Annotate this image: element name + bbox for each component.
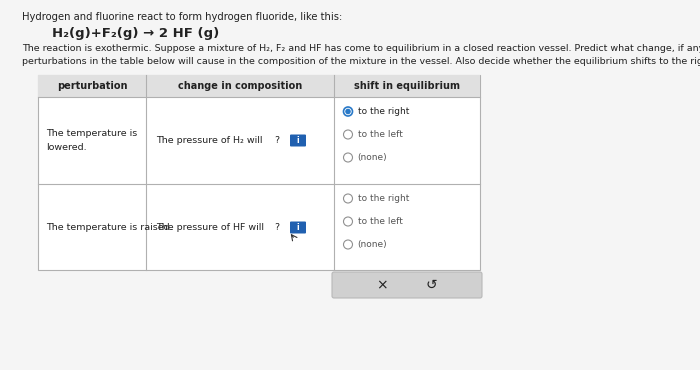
Text: lowered.: lowered. xyxy=(46,143,87,152)
Circle shape xyxy=(344,153,353,162)
FancyBboxPatch shape xyxy=(290,222,306,233)
Text: perturbations in the table below will cause in the composition of the mixture in: perturbations in the table below will ca… xyxy=(22,57,700,66)
Text: The pressure of H₂ will: The pressure of H₂ will xyxy=(156,136,262,145)
Bar xyxy=(38,75,480,97)
Text: to the right: to the right xyxy=(358,107,409,116)
Text: change in composition: change in composition xyxy=(178,81,302,91)
Text: i: i xyxy=(297,223,300,232)
Text: Hydrogen and fluorine react to form hydrogen fluoride, like this:: Hydrogen and fluorine react to form hydr… xyxy=(22,12,342,22)
Text: i: i xyxy=(297,136,300,145)
Text: ?: ? xyxy=(274,136,279,145)
Text: (none): (none) xyxy=(358,153,387,162)
Text: The temperature is raised.: The temperature is raised. xyxy=(46,223,173,232)
Text: perturbation: perturbation xyxy=(57,81,127,91)
Text: to the left: to the left xyxy=(358,130,402,139)
Circle shape xyxy=(344,107,353,116)
Text: The reaction is exothermic. Suppose a mixture of H₂, F₂ and HF has come to equil: The reaction is exothermic. Suppose a mi… xyxy=(22,44,700,53)
Text: H₂(g)+F₂(g) → 2 HF (g): H₂(g)+F₂(g) → 2 HF (g) xyxy=(52,27,219,40)
Circle shape xyxy=(344,240,353,249)
Text: to the right: to the right xyxy=(358,194,409,203)
Text: shift in equilibrium: shift in equilibrium xyxy=(354,81,460,91)
Text: to the left: to the left xyxy=(358,217,402,226)
Circle shape xyxy=(345,109,351,114)
Text: ↺: ↺ xyxy=(426,278,438,292)
Text: ?: ? xyxy=(274,223,279,232)
Circle shape xyxy=(344,130,353,139)
FancyBboxPatch shape xyxy=(290,135,306,147)
Circle shape xyxy=(344,217,353,226)
Text: The temperature is: The temperature is xyxy=(46,129,137,138)
Circle shape xyxy=(344,194,353,203)
Bar xyxy=(38,75,480,270)
FancyBboxPatch shape xyxy=(332,272,482,298)
Text: ×: × xyxy=(377,278,388,292)
Text: The pressure of HF will: The pressure of HF will xyxy=(156,223,264,232)
Text: (none): (none) xyxy=(358,240,387,249)
